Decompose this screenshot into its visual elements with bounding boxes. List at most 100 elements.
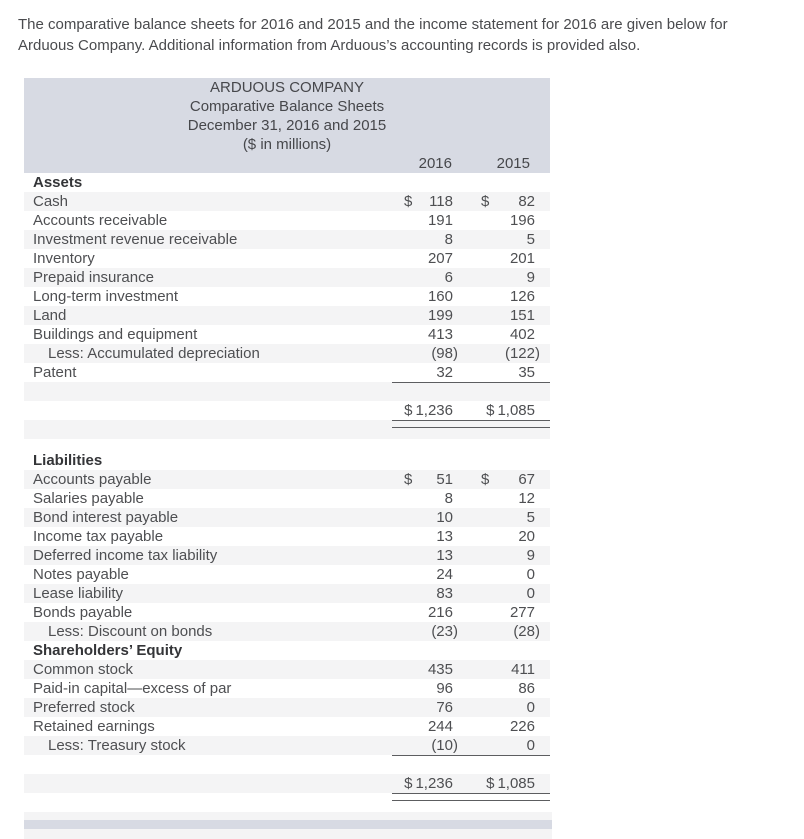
closing-double-rule bbox=[392, 420, 550, 428]
company-name: ARDUOUS COMPANY bbox=[210, 79, 364, 96]
row-label: Buildings and equipment bbox=[33, 326, 198, 343]
currency-symbol: $ bbox=[481, 193, 490, 210]
value-2015: 9 bbox=[458, 546, 550, 565]
intro-line-2: Arduous Company. Additional information … bbox=[18, 37, 641, 54]
value-2016: 6 bbox=[392, 268, 458, 287]
row-label: Notes payable bbox=[33, 566, 129, 583]
value-2015: $67 bbox=[458, 470, 550, 489]
subtotal-rule bbox=[392, 382, 550, 401]
currency-symbol: $ bbox=[404, 775, 413, 792]
value-text: 35 bbox=[518, 364, 535, 381]
value-text: 277 bbox=[509, 604, 535, 621]
row-label: Less: Treasury stock bbox=[48, 737, 186, 754]
statement-header: ARDUOUS COMPANY Comparative Balance Shee… bbox=[24, 78, 550, 173]
item-row: Lease liability 83 0 bbox=[24, 584, 550, 603]
item-row: Income tax payable 13 20 bbox=[24, 527, 550, 546]
item-row: Bonds payable 216 277 bbox=[24, 603, 550, 622]
item-row: Less: Accumulated depreciation (98) (122) bbox=[24, 344, 550, 363]
value-2015: (122) bbox=[458, 344, 550, 363]
currency-symbol: $ bbox=[486, 402, 495, 419]
row-label: Accounts payable bbox=[33, 471, 152, 488]
row-label: Paid-in capital—excess of par bbox=[33, 680, 232, 697]
value-text: 226 bbox=[509, 718, 535, 735]
currency-symbol: $ bbox=[486, 775, 495, 792]
row-label: Deferred income tax liability bbox=[33, 547, 218, 564]
value-text: (10) bbox=[431, 737, 458, 754]
item-row: Prepaid insurance 6 9 bbox=[24, 268, 550, 287]
value-text: 76 bbox=[436, 699, 453, 716]
value-text: 96 bbox=[436, 680, 453, 697]
value-text: 244 bbox=[427, 718, 453, 735]
value-text: 216 bbox=[427, 604, 453, 621]
row-label bbox=[24, 774, 392, 793]
subtotal-rule bbox=[392, 755, 550, 774]
row-label: Less: Discount on bonds bbox=[48, 623, 213, 640]
value-text: 12 bbox=[518, 490, 535, 507]
row-label: Income tax payable bbox=[33, 528, 164, 545]
item-row: Investment revenue receivable 8 5 bbox=[24, 230, 550, 249]
value-text: 1,085 bbox=[497, 402, 535, 419]
value-text: 13 bbox=[436, 528, 453, 545]
row-label: Preferred stock bbox=[33, 699, 135, 716]
value-text: 118 bbox=[429, 193, 453, 210]
value-2016: 216 bbox=[392, 603, 458, 622]
value-text: 10 bbox=[436, 509, 453, 526]
item-row: Deferred income tax liability 13 9 bbox=[24, 546, 550, 565]
value-text: 160 bbox=[427, 288, 453, 305]
item-row: Patent 32 35 bbox=[24, 363, 550, 382]
row-label: Lease liability bbox=[33, 585, 124, 602]
value-2015: 12 bbox=[458, 489, 550, 508]
value-text: 83 bbox=[436, 585, 453, 602]
item-row: Paid-in capital—excess of par 96 86 bbox=[24, 679, 550, 698]
row-label: Bonds payable bbox=[33, 604, 133, 621]
value-2015: 411 bbox=[458, 660, 550, 679]
row-label: Shareholders’ Equity bbox=[33, 642, 183, 659]
value-text: 67 bbox=[518, 471, 535, 488]
currency-symbol: $ bbox=[404, 402, 413, 419]
next-table-row bbox=[24, 812, 552, 820]
value-text: 411 bbox=[511, 661, 535, 678]
row-label bbox=[24, 755, 392, 774]
value-2016: 207 bbox=[392, 249, 458, 268]
value-text: 86 bbox=[518, 680, 535, 697]
value-text: 20 bbox=[518, 528, 535, 545]
statement-dates: December 31, 2016 and 2015 bbox=[187, 117, 387, 134]
value-2015: 201 bbox=[458, 249, 550, 268]
value-text: 0 bbox=[526, 566, 535, 583]
currency-symbol: $ bbox=[481, 471, 490, 488]
row-label bbox=[24, 401, 392, 420]
value-text: (23) bbox=[431, 623, 458, 640]
row-label: Accounts receivable bbox=[33, 212, 168, 229]
statement-units: ($ in millions) bbox=[242, 136, 332, 153]
value-text: 13 bbox=[436, 547, 453, 564]
item-row: Salaries payable 8 12 bbox=[24, 489, 550, 508]
item-row: Preferred stock 76 0 bbox=[24, 698, 550, 717]
currency-symbol: $ bbox=[404, 193, 413, 210]
item-row: Inventory 207 201 bbox=[24, 249, 550, 268]
item-row: Cash $118 $82 bbox=[24, 192, 550, 211]
value-2015: $1,085 bbox=[458, 774, 550, 793]
value-2015: 5 bbox=[458, 230, 550, 249]
value-text: 32 bbox=[436, 364, 453, 381]
value-text: 1,085 bbox=[497, 775, 535, 792]
item-row: Less: Discount on bonds (23) (28) bbox=[24, 622, 550, 641]
value-2015: 5 bbox=[458, 508, 550, 527]
value-text: 413 bbox=[427, 326, 453, 343]
value-2015: 9 bbox=[458, 268, 550, 287]
value-2015: 0 bbox=[458, 584, 550, 603]
currency-symbol: $ bbox=[404, 471, 413, 488]
item-row: Long-term investment 160 126 bbox=[24, 287, 550, 306]
item-row: Accounts payable $51 $67 bbox=[24, 470, 550, 489]
value-2016: (23) bbox=[392, 622, 458, 641]
next-table-row bbox=[24, 829, 552, 839]
item-row: Accounts receivable 191 196 bbox=[24, 211, 550, 230]
value-text: 1,236 bbox=[415, 402, 453, 419]
value-2015: 0 bbox=[458, 698, 550, 717]
value-text: 5 bbox=[526, 231, 535, 248]
item-row: Retained earnings 244 226 bbox=[24, 717, 550, 736]
intro-text: The comparative balance sheets for 2016 … bbox=[0, 0, 804, 56]
value-2016: 32 bbox=[392, 363, 458, 382]
rule-row bbox=[24, 755, 550, 774]
value-text: 191 bbox=[427, 212, 453, 229]
